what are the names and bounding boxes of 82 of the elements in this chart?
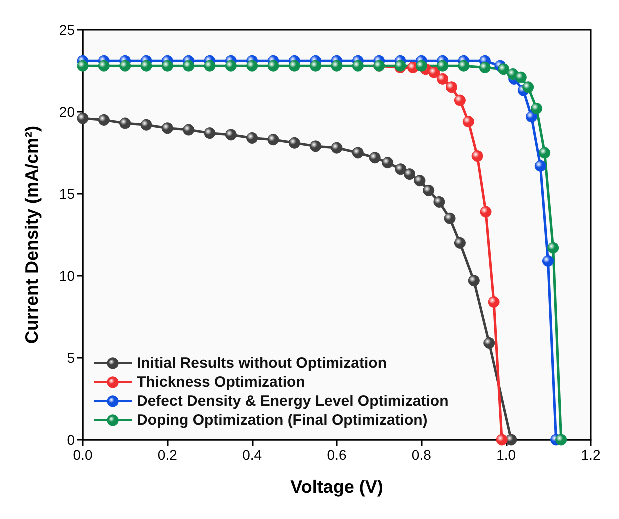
- point: [548, 242, 560, 254]
- legend-label: Doping Optimization (Final Optimization): [137, 412, 428, 429]
- point: [479, 62, 491, 74]
- point: [395, 164, 407, 176]
- point: [498, 64, 510, 76]
- point: [428, 66, 440, 78]
- point: [225, 129, 237, 141]
- point: [310, 60, 322, 72]
- point: [120, 118, 132, 130]
- point: [77, 60, 89, 72]
- point: [404, 168, 416, 180]
- point: [162, 122, 174, 134]
- point: [331, 142, 343, 154]
- point: [437, 73, 449, 85]
- point: [468, 275, 480, 287]
- point: [331, 60, 343, 72]
- point: [480, 206, 492, 218]
- legend-label: Thickness Optimization: [137, 374, 306, 391]
- y-tick-label: 10: [59, 268, 76, 284]
- point: [183, 124, 195, 136]
- y-tick-label: 5: [67, 350, 76, 366]
- point: [515, 72, 527, 84]
- y-tick-label: 15: [59, 186, 76, 202]
- x-tick-label: 1.2: [581, 447, 601, 463]
- point: [454, 237, 466, 249]
- x-axis-title: Voltage (V): [290, 477, 384, 497]
- point: [522, 82, 534, 94]
- point: [526, 111, 538, 123]
- point: [416, 60, 428, 72]
- point: [539, 147, 551, 159]
- point: [472, 150, 484, 162]
- point: [204, 60, 216, 72]
- point: [414, 175, 426, 187]
- point: [140, 119, 152, 131]
- point: [462, 116, 474, 128]
- point: [204, 128, 216, 140]
- point: [454, 94, 466, 106]
- point: [488, 296, 500, 308]
- point: [98, 60, 110, 72]
- point: [162, 60, 174, 72]
- point: [434, 196, 446, 208]
- point: [77, 112, 89, 124]
- point: [268, 134, 280, 146]
- y-tick-label: 25: [59, 22, 76, 38]
- x-tick-label: 0.0: [73, 447, 93, 463]
- point: [225, 60, 237, 72]
- point: [506, 434, 518, 446]
- point: [423, 184, 435, 196]
- legend-label: Defect Density & Energy Level Optimization: [137, 393, 449, 410]
- point: [531, 102, 543, 114]
- x-tick-label: 0.4: [242, 447, 262, 463]
- point: [288, 60, 300, 72]
- point: [246, 60, 258, 72]
- point: [458, 60, 470, 72]
- legend-label: Initial Results without Optimization: [137, 355, 387, 372]
- x-tick-label: 0.2: [158, 447, 178, 463]
- point: [484, 337, 496, 349]
- point: [352, 147, 364, 159]
- point: [382, 157, 394, 169]
- y-tick-label: 0: [67, 432, 76, 448]
- point: [98, 114, 110, 126]
- y-tick-label: 20: [59, 104, 76, 120]
- point: [534, 160, 546, 172]
- point: [556, 434, 568, 446]
- point: [352, 60, 364, 72]
- point: [542, 255, 554, 267]
- point: [369, 152, 381, 164]
- point: [496, 434, 508, 446]
- point: [246, 132, 258, 144]
- point: [183, 60, 195, 72]
- y-axis-title: Current Density (mA/cm²): [22, 126, 42, 344]
- x-tick-label: 0.8: [412, 447, 432, 463]
- point: [310, 140, 322, 152]
- point: [140, 60, 152, 72]
- point: [446, 82, 458, 94]
- point: [437, 60, 449, 72]
- x-tick-label: 0.6: [327, 447, 347, 463]
- point: [288, 137, 300, 149]
- point: [268, 60, 280, 72]
- point: [120, 60, 132, 72]
- point: [444, 212, 456, 224]
- x-tick-label: 1.0: [496, 447, 516, 463]
